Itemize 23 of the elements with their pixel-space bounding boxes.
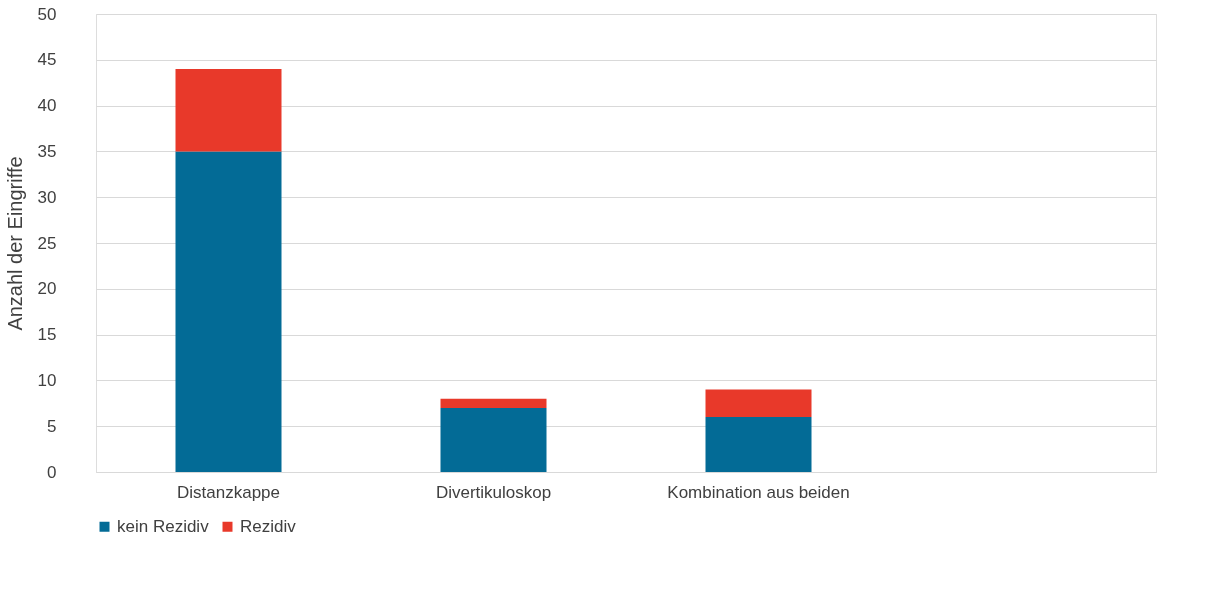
y-tick-label: 35: [37, 141, 57, 161]
y-tick-label: 20: [37, 279, 57, 299]
y-tick-label: 50: [37, 4, 57, 24]
bar: [440, 407, 547, 472]
y-tick-label: 30: [37, 187, 57, 207]
bar: [705, 389, 812, 418]
bar: [175, 68, 282, 152]
y-tick-label: 10: [37, 370, 57, 390]
y-tick-label: 0: [47, 462, 57, 482]
legend-label: Rezidiv: [240, 516, 297, 536]
y-tick-label: 40: [37, 96, 57, 116]
y-tick-label: 25: [37, 233, 57, 253]
y-tick-label: 5: [47, 416, 57, 436]
x-tick-label: Kombination aus beiden: [667, 482, 850, 502]
bar: [705, 417, 812, 472]
x-tick-label: Distanzkappe: [176, 482, 281, 502]
x-tick-label: Divertikuloskop: [435, 482, 552, 502]
y-tick-label: 45: [37, 50, 57, 70]
bar: [440, 398, 547, 408]
legend-label: kein Rezidiv: [117, 516, 210, 536]
y-tick-label: 15: [37, 325, 57, 345]
y-axis-title: Anzahl der Eingriffe: [3, 156, 26, 331]
bar: [175, 151, 282, 472]
